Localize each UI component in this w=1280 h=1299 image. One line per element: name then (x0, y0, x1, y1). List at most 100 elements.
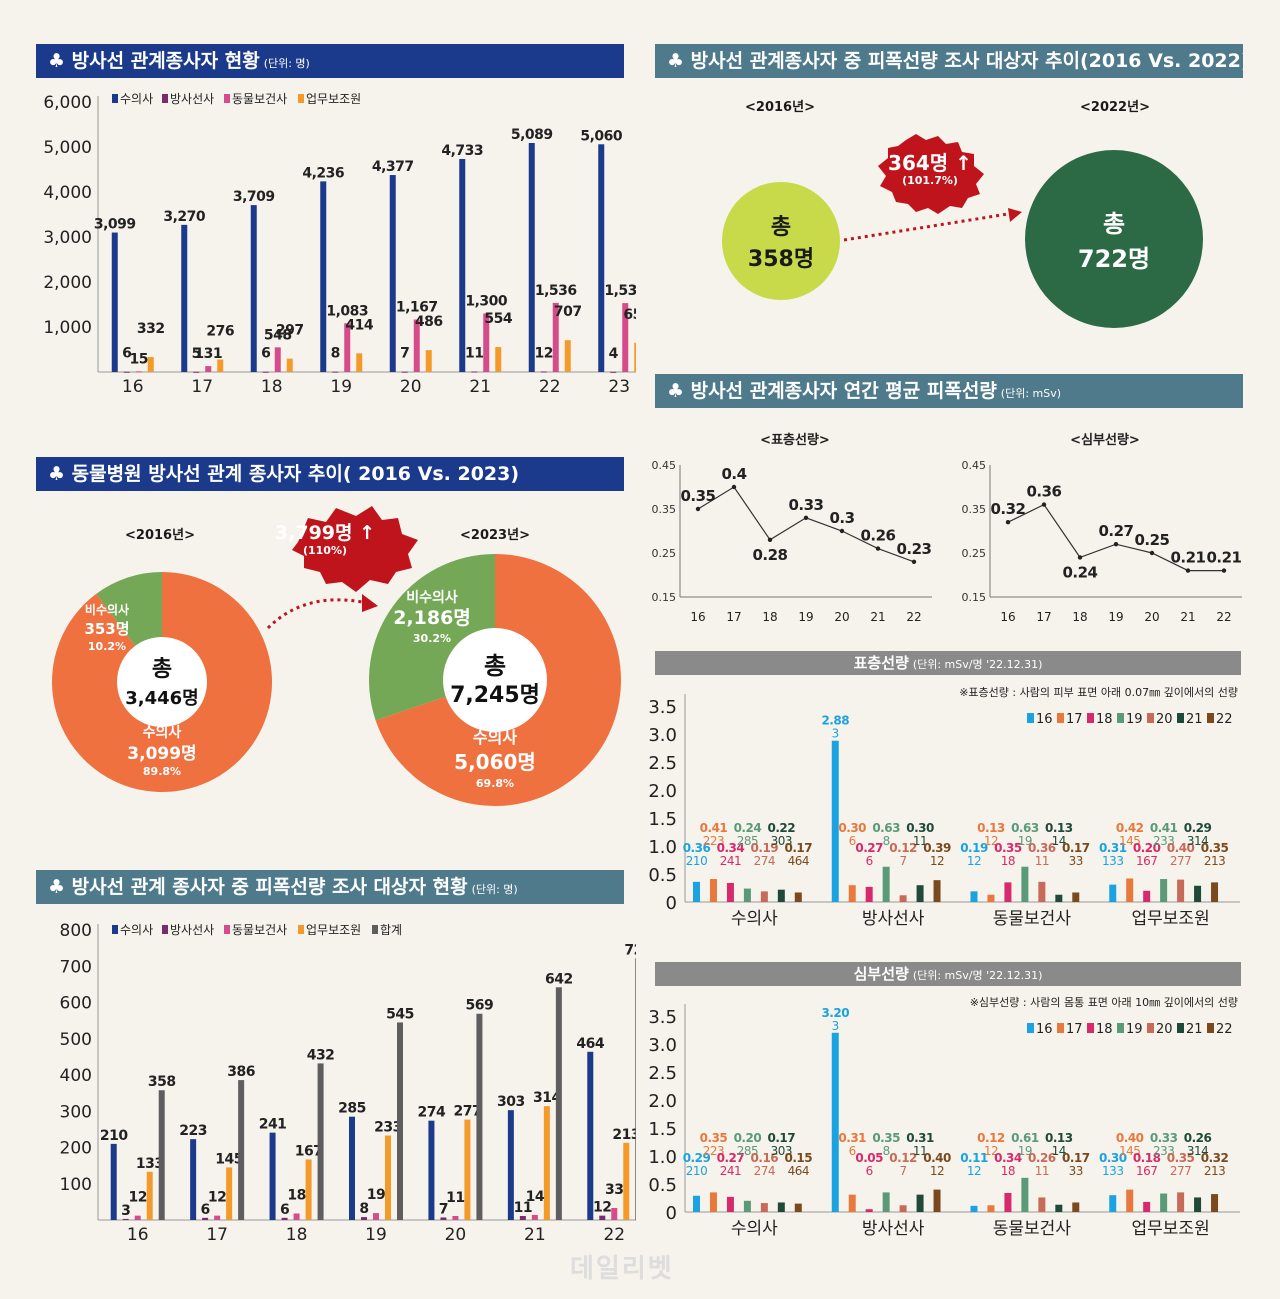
count-label: 14 (1052, 1144, 1066, 1158)
data-point (767, 537, 773, 542)
survey-header: ♣ 방사선 관계 종사자 중 피폭선량 조사 대상자 현황 (단위: 명) (36, 870, 624, 904)
x-tick-label: 21 (469, 377, 491, 397)
bar (147, 357, 154, 372)
line-chart-title: <표층선량> (760, 432, 830, 448)
survey-title: 방사선 관계 종사자 중 피폭선량 조사 대상자 현황 (71, 876, 468, 898)
data-point (695, 506, 701, 512)
bar (483, 313, 490, 372)
bar (317, 1063, 324, 1220)
y-tick-label: 0.45 (652, 459, 677, 472)
data-label: 554 (484, 311, 512, 327)
dose-label: 0.32 (1201, 1151, 1229, 1165)
bar (1021, 866, 1029, 902)
staff-unit: (단위: 명) (263, 57, 310, 70)
y-tick-label: 1.0 (648, 1147, 677, 1168)
bar (471, 371, 478, 373)
data-label: 4,733 (441, 143, 483, 159)
data-label: 0.33 (788, 496, 823, 514)
staff-chart: 1,0002,0003,0004,0005,0006,000163,099615… (43, 92, 636, 397)
staff-header: ♣ 방사선 관계종사자 현황 (단위: 명) (36, 44, 624, 78)
legend-swatch (1117, 1023, 1124, 1033)
animal-badge-arrow: ↑ (359, 522, 376, 544)
bar (564, 340, 571, 372)
survey-chart: 1002003004005006007008001621031213335817… (60, 921, 636, 1245)
dose-label: 0.31 (906, 1131, 934, 1145)
data-label: 1,167 (396, 299, 438, 315)
dose-label: 0.19 (751, 841, 779, 855)
data-label: 213 (612, 1127, 636, 1143)
data-label: 285 (338, 1101, 366, 1117)
donut-non-value: 353명 (84, 620, 129, 638)
x-tick-label: 18 (261, 377, 283, 397)
bar (1021, 1177, 1029, 1212)
dose-label: 0.40 (1116, 1131, 1144, 1145)
bar (777, 889, 785, 902)
x-tick-label: 19 (1108, 610, 1123, 624)
bar (634, 342, 636, 372)
dose-label: 0.63 (1011, 821, 1039, 835)
data-point (1221, 568, 1227, 573)
bar (1055, 1204, 1063, 1212)
y-tick-label: 1.5 (648, 1119, 677, 1140)
survey-trend-2022-label: <2022년> (1080, 100, 1150, 115)
legend-label: 17 (1066, 1022, 1083, 1037)
circle-2016-label: 총 (770, 215, 792, 240)
legend-label: 합계 (380, 923, 402, 937)
annual-title: 방사선 관계종사자 연간 평균 피폭선량 (690, 380, 997, 402)
bar (987, 1205, 995, 1212)
animal-2016-label: <2016년> (125, 528, 195, 543)
survey-trend-badge-text: 364명 ↑ (101.7%) (880, 152, 980, 187)
x-tick-label: 20 (445, 1225, 467, 1245)
donut-hole (443, 628, 547, 732)
bar (831, 740, 839, 902)
x-tick-label: 22 (539, 377, 561, 397)
y-tick-label: 0 (666, 893, 677, 914)
dose-label: 0.31 (838, 1131, 866, 1145)
bar (269, 1132, 276, 1220)
count-label: 167 (1136, 1164, 1157, 1178)
staff-title: 방사선 관계종사자 현황 (71, 50, 260, 72)
count-label: 3 (832, 727, 839, 741)
y-tick-label: 4,000 (43, 183, 92, 203)
count-label: 210 (686, 1164, 707, 1178)
count-label: 8 (883, 834, 890, 848)
data-label: 11 (446, 1190, 464, 1206)
survey-trend-badge-arrow: ↑ (955, 151, 972, 175)
data-label: 145 (215, 1151, 243, 1167)
bar (848, 885, 856, 902)
circle-2022: 총 722명 (1025, 150, 1203, 328)
dose-label: 0.27 (855, 841, 883, 855)
bar (599, 1215, 606, 1220)
data-label: 332 (137, 321, 165, 337)
data-label: 241 (259, 1117, 287, 1133)
dose-label: 0.36 (683, 841, 711, 855)
count-label: 285 (737, 1144, 758, 1158)
donut-center-label: 총 (152, 657, 172, 682)
x-tick-label: 수의사 (731, 909, 778, 929)
data-label: 707 (554, 304, 582, 320)
bar (635, 958, 636, 1220)
dose-label: 0.34 (994, 1151, 1022, 1165)
y-tick-label: 300 (60, 1102, 92, 1122)
data-label: 12 (535, 345, 553, 361)
count-label: 3 (832, 1019, 839, 1033)
bar (250, 205, 257, 372)
count-label: 233 (1153, 834, 1174, 848)
count-label: 133 (1102, 1164, 1123, 1178)
data-label: 3,709 (233, 189, 275, 205)
dose-label: 0.13 (1045, 1131, 1073, 1145)
bar (611, 1208, 618, 1220)
bar (1004, 882, 1012, 902)
survey-unit: (단위: 명) (471, 883, 518, 896)
bar (226, 1167, 233, 1220)
y-tick-label: 6,000 (43, 93, 92, 113)
legend-swatch (1027, 713, 1034, 723)
data-point (875, 546, 881, 551)
surface-bar-header: 표층선량 (단위: mSv/명 '22.12.31) (655, 651, 1241, 675)
y-tick-label: 700 (60, 957, 92, 977)
count-label: 18 (1001, 1164, 1015, 1178)
donut-vet-label: 수의사 (473, 728, 517, 747)
data-point (1149, 550, 1155, 556)
bar (281, 1217, 288, 1220)
x-tick-label: 17 (191, 377, 213, 397)
